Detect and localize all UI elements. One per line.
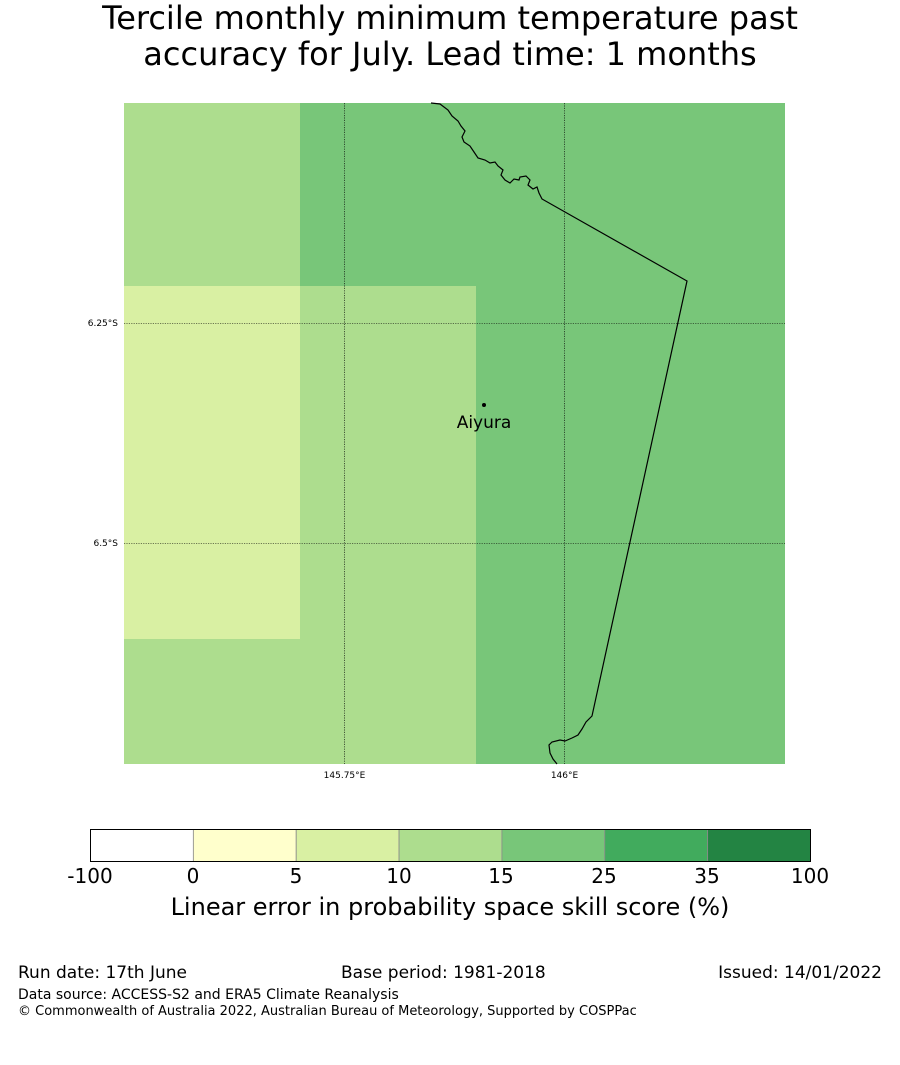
lon-label-146: 146°E — [551, 771, 579, 781]
colorbar-segment — [90, 829, 194, 862]
colorbar-tick-label: -100 — [67, 864, 113, 888]
issued-date: Issued: 14/01/2022 — [718, 963, 882, 983]
colorbar-tick-label: 10 — [386, 864, 412, 888]
base-period: Base period: 1981-2018 — [341, 963, 546, 983]
colorbar-segment — [295, 829, 400, 862]
lat-label-6-25: 6.25°S — [88, 319, 119, 329]
colorbar-segment — [501, 829, 606, 862]
title-line-1: Tercile monthly minimum temperature past — [102, 0, 798, 37]
data-source: Data source: ACCESS-S2 and ERA5 Climate … — [18, 987, 399, 1003]
cell-5-10 — [124, 286, 300, 639]
cell-15-25 — [476, 286, 785, 764]
run-date: Run date: 17th June — [18, 963, 187, 983]
colorbar-segment — [604, 829, 709, 862]
colorbar-segments — [90, 829, 811, 862]
colorbar-tick-label: 25 — [591, 864, 617, 888]
colorbar-segment — [707, 829, 811, 862]
colorbar — [90, 829, 811, 862]
coastline — [430, 102, 688, 765]
colorbar-tick-label: 15 — [488, 864, 514, 888]
cell-10-15 — [300, 286, 476, 764]
colorbar-segment — [398, 829, 503, 862]
cell-10-15 — [124, 103, 300, 286]
copyright: © Commonwealth of Australia 2022, Austra… — [18, 1004, 637, 1019]
title-line-2: accuracy for July. Lead time: 1 months — [143, 35, 757, 73]
lat-label-6-5: 6.5°S — [93, 539, 118, 549]
aiyura-label: Aiyura — [457, 413, 512, 433]
page-title: Tercile monthly minimum temperature past… — [0, 0, 900, 72]
aiyura-marker — [482, 403, 486, 407]
cell-15-25 — [300, 103, 785, 286]
colorbar-tick-label: 100 — [790, 864, 830, 888]
colorbar-tick-label: 35 — [694, 864, 720, 888]
colorbar-tick-label: 5 — [289, 864, 303, 888]
lon-label-145-75: 145.75°E — [324, 771, 366, 781]
skill-map: Aiyura 6.25°S 6.5°S 145.75°E 146°E — [88, 102, 785, 781]
colorbar-outline — [90, 829, 811, 862]
colorbar-label: Linear error in probability space skill … — [170, 893, 730, 921]
colorbar-tick-label: 0 — [186, 864, 200, 888]
colorbar-segment — [192, 829, 297, 862]
skill-grid — [124, 103, 785, 764]
cell-10-15 — [124, 639, 300, 764]
